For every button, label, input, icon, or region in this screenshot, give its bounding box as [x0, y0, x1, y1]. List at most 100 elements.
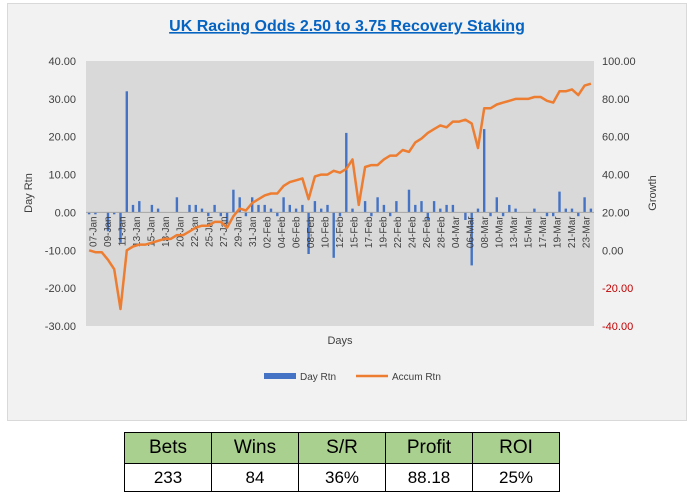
day-rtn-bar: [150, 204, 154, 213]
day-rtn-bar: [320, 208, 323, 213]
header-profit: Profit: [385, 432, 473, 464]
x-tick-label: 15-Feb: [350, 216, 361, 248]
y-right-tick-label: 60.00: [602, 132, 630, 144]
day-rtn-bar: [175, 197, 179, 213]
day-rtn-bar: [483, 129, 486, 213]
y-right-tick-label: 40.00: [602, 170, 630, 182]
x-tick-label: 26-Feb: [422, 216, 433, 248]
combo-chart: UK Racing Odds 2.50 to 3.75 Recovery Sta…: [23, 18, 659, 383]
day-rtn-bar: [238, 197, 241, 213]
x-tick-label: 19-Mar: [553, 216, 564, 248]
legend-label-accum-rtn: Accum Rtn: [392, 372, 441, 383]
header-strike-rate: S/R: [298, 432, 386, 464]
x-tick-label: 07-Jan: [88, 216, 99, 247]
day-rtn-bar: [232, 189, 235, 213]
plot-area: [86, 61, 594, 326]
x-axis-label: Days: [327, 335, 353, 347]
day-rtn-bar: [106, 212, 110, 232]
x-tick-label: 21-Mar: [567, 216, 578, 248]
day-rtn-bar: [301, 204, 304, 213]
x-tick-label: 09-Jan: [103, 216, 114, 247]
day-rtn-bar: [244, 212, 248, 217]
y-tick-label: 10.00: [48, 170, 76, 182]
x-tick-label: 17-Mar: [538, 216, 549, 248]
day-rtn-bar: [564, 208, 567, 213]
day-rtn-bar: [87, 212, 91, 215]
y-tick-label: 20.00: [48, 132, 76, 144]
chart-title: UK Racing Odds 2.50 to 3.75 Recovery Sta…: [169, 18, 525, 35]
day-rtn-bar: [138, 201, 141, 213]
day-rtn-bar: [426, 212, 429, 220]
x-tick-label: 13-Mar: [509, 216, 520, 248]
day-rtn-bar: [94, 212, 97, 215]
y-right-tick-label: 20.00: [602, 207, 630, 219]
day-rtn-bar: [269, 208, 273, 213]
day-rtn-bar: [119, 212, 122, 243]
day-rtn-bar: [420, 201, 423, 213]
day-rtn-bar: [200, 208, 204, 213]
day-rtn-bar: [263, 204, 266, 213]
day-rtn-bar: [156, 208, 160, 213]
y-tick-label: -30.00: [45, 321, 76, 333]
day-rtn-bar: [495, 197, 498, 213]
accum-rtn-line: [88, 82, 592, 311]
stats-value-row: 233 84 36% 88.18 25%: [124, 463, 560, 492]
day-rtn-bar: [558, 191, 561, 213]
day-rtn-bar: [294, 208, 298, 213]
day-rtn-bar: [207, 212, 210, 217]
y-right-tick-label: 0.00: [602, 245, 623, 257]
day-rtn-bar: [545, 212, 549, 217]
x-tick-label: 13-Jan: [132, 216, 143, 247]
value-profit: 88.18: [385, 463, 473, 492]
x-tick-label: 20-Jan: [175, 216, 186, 247]
day-rtn-bar: [188, 204, 191, 213]
day-rtn-bar: [345, 132, 348, 213]
day-rtn-bar: [570, 208, 574, 213]
value-wins: 84: [211, 463, 299, 492]
day-rtn-bar: [552, 212, 555, 217]
x-tick-label: 25-Jan: [204, 216, 215, 247]
day-rtn-bar: [225, 212, 229, 224]
day-rtn-bar: [257, 204, 260, 213]
day-rtn-bar: [445, 204, 448, 213]
x-tick-label: 24-Feb: [408, 216, 419, 248]
value-roi: 25%: [472, 463, 560, 492]
header-roi: ROI: [472, 432, 560, 464]
day-rtn-bar: [131, 204, 135, 213]
left-axis-ticks: 40.00 30.00 20.00 10.00 0.00 -10.00 -20.00 -30.…: [45, 56, 76, 333]
day-rtn-bar: [307, 212, 310, 254]
day-rtn-bar: [313, 201, 317, 213]
x-tick-label: 22-Jan: [190, 216, 201, 247]
day-rtn-bar: [395, 201, 398, 213]
day-rtn-bar: [533, 208, 536, 213]
stats-header-row: Bets Wins S/R Profit ROI: [124, 432, 560, 464]
day-rtn-bar: [508, 204, 511, 213]
x-tick-label: 23-Mar: [582, 216, 593, 248]
x-tick-label: 10-Feb: [321, 216, 332, 248]
x-tick-label: 28-Feb: [437, 216, 448, 248]
x-axis-tick-labels: 07-Jan 09-Jan 11-Jan 13-Jan 15-Jan 18-Jan 20-J…: [88, 216, 592, 248]
y-right-tick-label: -40.00: [602, 321, 633, 333]
x-tick-label: 10-Mar: [495, 216, 506, 248]
day-rtn-bar: [351, 208, 354, 213]
y-tick-label: 0.00: [55, 207, 76, 219]
day-rtn-bar: [414, 204, 417, 213]
y-right-tick-label: 80.00: [602, 94, 630, 106]
x-tick-label: 11-Jan: [117, 216, 128, 246]
value-strike-rate: 36%: [298, 463, 386, 492]
day-rtn-bar: [194, 204, 197, 213]
x-tick-label: 06-Feb: [292, 216, 303, 248]
x-tick-label: 27-Jan: [219, 216, 230, 247]
day-rtn-bar: [451, 204, 455, 213]
day-rtn-bar: [288, 204, 291, 213]
day-rtn-bar: [363, 201, 367, 213]
day-rtn-bar: [282, 197, 285, 213]
header-bets: Bets: [124, 432, 212, 464]
x-tick-label: 12-Feb: [335, 216, 346, 248]
legend: Day Rtn Accum Rtn: [264, 372, 441, 383]
x-tick-label: 15-Mar: [524, 216, 535, 248]
legend-swatch-day-rtn: [264, 373, 296, 379]
day-rtn-bar: [589, 208, 593, 213]
day-rtn-bar: [326, 204, 329, 213]
day-rtn-bar: [583, 197, 586, 213]
